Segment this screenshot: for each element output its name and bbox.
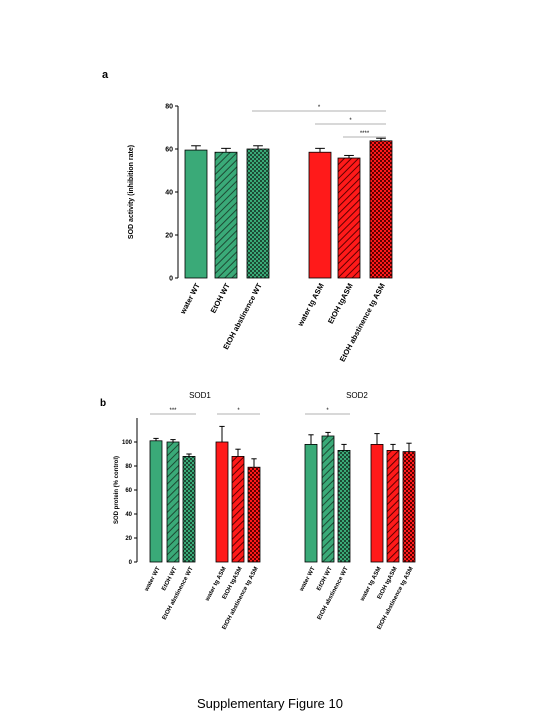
bar xyxy=(214,151,238,279)
chart-title: SOD2 xyxy=(346,391,368,400)
significance-label: *** xyxy=(169,408,177,414)
bar xyxy=(369,140,393,279)
bar xyxy=(184,149,208,279)
bar xyxy=(321,435,335,563)
bar xyxy=(308,151,332,279)
bar xyxy=(402,451,416,563)
significance-label: * xyxy=(237,408,240,414)
y-axis-label: SOD protein (% control) xyxy=(114,456,120,524)
significance-label: * xyxy=(326,408,329,414)
bar xyxy=(370,443,384,563)
category-label: EtOH abstinence WT xyxy=(317,566,350,621)
category-label: EtOH WT xyxy=(316,566,334,592)
figure-caption: Supplementary Figure 10 xyxy=(197,696,343,711)
significance-label: * xyxy=(349,118,352,124)
bar xyxy=(337,449,351,563)
category-label: EtOH abstinence WT xyxy=(162,566,195,621)
panel-label: b xyxy=(100,398,106,409)
y-tick-label: 60 xyxy=(125,488,132,494)
category-label: water WT xyxy=(143,566,161,594)
bar xyxy=(149,440,163,563)
bar xyxy=(246,148,270,279)
bar xyxy=(166,441,180,563)
category-label: EtOH WT xyxy=(161,566,179,592)
bar xyxy=(247,466,261,563)
bar xyxy=(386,449,400,563)
bar xyxy=(215,441,229,563)
bar xyxy=(182,455,196,563)
bar xyxy=(231,455,245,563)
y-tick-label: 60 xyxy=(165,146,173,153)
y-tick-label: 40 xyxy=(165,189,173,196)
panel-label: a xyxy=(102,69,109,81)
y-tick-label: 0 xyxy=(129,560,133,566)
bar xyxy=(304,443,318,563)
category-label: EtOH WT xyxy=(209,281,232,314)
y-axis-label: SOD activity (inhibition rate) xyxy=(128,145,135,239)
y-tick-label: 40 xyxy=(125,512,132,518)
category-label: water WT xyxy=(178,281,202,316)
y-tick-label: 0 xyxy=(169,275,173,282)
bar xyxy=(337,157,361,279)
y-tick-label: 80 xyxy=(125,464,132,470)
y-tick-label: 20 xyxy=(165,232,173,239)
figure-canvas: a 0 20 40 60 80 SOD activity (inhibition rate)… xyxy=(100,69,416,631)
category-label: water tg ASM xyxy=(295,282,326,329)
category-label: water WT xyxy=(298,566,316,594)
y-tick-label: 80 xyxy=(165,103,173,110)
category-label: EtOH tgASM xyxy=(326,282,355,326)
significance-label: * xyxy=(318,105,321,111)
y-tick-label: 20 xyxy=(125,536,132,542)
significance-label: **** xyxy=(360,131,370,137)
chart-title: SOD1 xyxy=(189,391,211,400)
y-tick-label: 100 xyxy=(122,440,133,446)
